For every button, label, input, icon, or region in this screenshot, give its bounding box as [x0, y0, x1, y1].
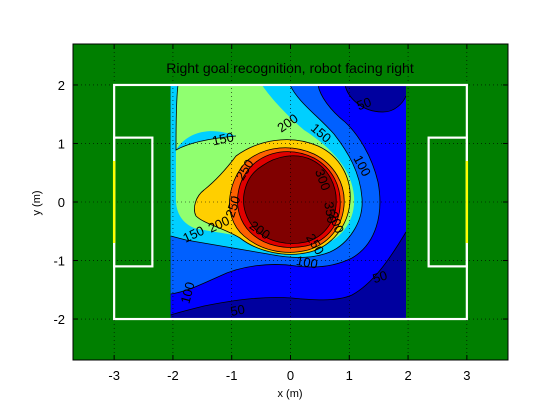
x-tick-label: 2	[404, 368, 411, 383]
contour-line-350	[237, 151, 341, 248]
y-tick-label: -1	[53, 254, 65, 269]
y-tick-label: -2	[53, 312, 65, 327]
contour-line-50	[344, 84, 407, 113]
contour-label: 100	[178, 280, 198, 305]
y-tick-label: 1	[58, 136, 65, 151]
goal-markers	[112, 161, 469, 243]
contour-label: 100	[295, 253, 319, 272]
contour-label: 150	[211, 129, 235, 148]
contour-line-300	[229, 147, 345, 253]
x-tick-label: 0	[287, 368, 294, 383]
tick-labels: -3 -2 -1 0 1 2 3 -2 -1 0 1 2	[53, 78, 470, 383]
x-tick-label: -3	[108, 368, 120, 383]
contour-line-100	[170, 84, 381, 295]
y-tick-label: 2	[58, 78, 65, 93]
x-tick-label: 1	[346, 368, 353, 383]
contour-line-250	[194, 139, 351, 255]
contour-band-400	[243, 155, 337, 244]
contour-label: 50	[355, 94, 374, 113]
contour-fills	[170, 84, 407, 320]
contour-label: 350	[321, 201, 340, 225]
contour-label: 200	[326, 210, 348, 236]
contour-line-200	[175, 84, 237, 151]
chart-title: Right goal recognition, robot facing rig…	[166, 60, 414, 76]
contour-line-50b	[170, 231, 407, 316]
contour-line-400	[243, 155, 337, 244]
contour-label: 50	[371, 268, 389, 287]
x-tick-label: -2	[167, 368, 179, 383]
axis-ticks	[73, 44, 508, 360]
contour-lines	[170, 84, 407, 316]
y-axis-label: y (m)	[31, 190, 43, 215]
x-axis-label: x (m)	[277, 388, 302, 400]
y-tick-label: 0	[58, 195, 65, 210]
x-tick-label: -1	[226, 368, 238, 383]
contour-label: 50	[229, 302, 246, 319]
x-tick-label: 3	[463, 368, 470, 383]
contour-label: 250	[222, 194, 243, 219]
contour-label: 300	[312, 167, 334, 193]
